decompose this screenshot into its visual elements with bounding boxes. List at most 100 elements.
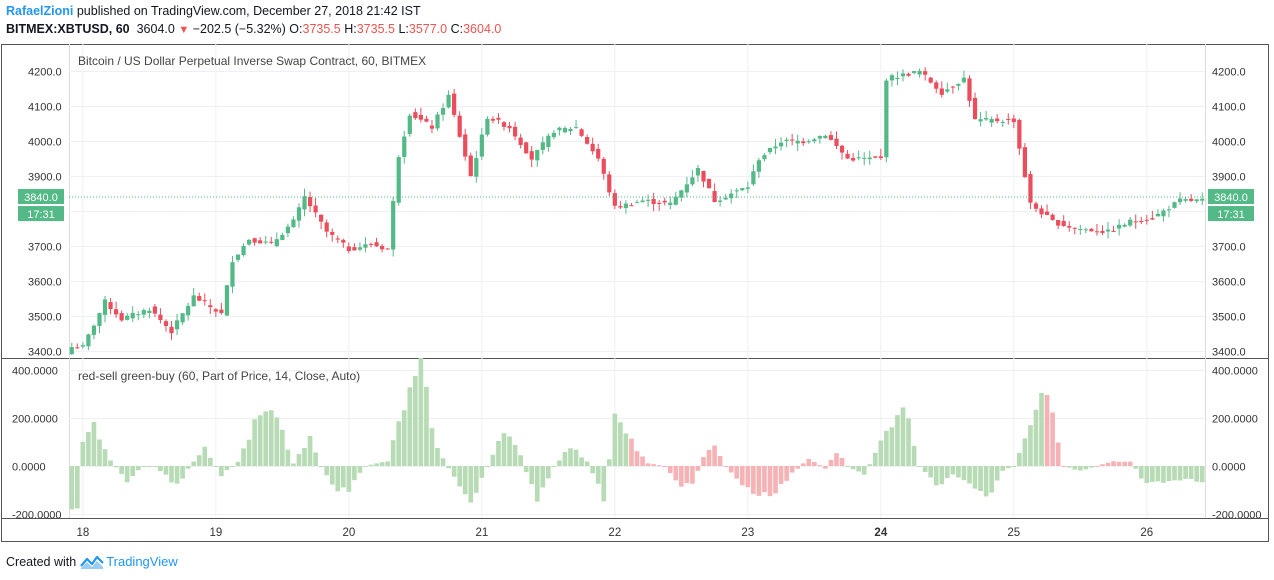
candle-body xyxy=(319,214,324,222)
candle-body xyxy=(579,129,584,136)
candle-body xyxy=(130,312,135,319)
histogram-bar xyxy=(640,456,645,466)
histogram-bar xyxy=(562,451,568,466)
histogram-bar xyxy=(884,430,889,466)
histogram-bar xyxy=(573,449,579,466)
candle-body xyxy=(790,139,795,141)
candle-body xyxy=(1111,230,1116,232)
histogram-bar xyxy=(529,466,535,485)
candle-body xyxy=(640,200,645,203)
histogram-bar xyxy=(296,454,302,466)
histogram-bar xyxy=(956,466,961,478)
candle-body xyxy=(562,127,568,133)
histogram-bar xyxy=(457,466,463,487)
symbol-label: BITMEX:XBTUSD, 60 xyxy=(6,22,130,36)
candle-body xyxy=(507,125,512,129)
histogram-bar xyxy=(1116,461,1122,466)
histogram-bar xyxy=(274,417,280,466)
candle-body xyxy=(756,160,762,172)
candle-body xyxy=(457,115,462,137)
histogram-bar xyxy=(440,458,446,466)
histogram-bar xyxy=(922,466,928,473)
candle-body xyxy=(767,147,773,153)
histogram-bar xyxy=(390,440,396,466)
candle-body xyxy=(246,239,252,245)
histogram-bar xyxy=(895,415,900,466)
candle-body xyxy=(341,239,346,243)
price-tick-right: 3700.0 xyxy=(1212,242,1246,254)
candle-body xyxy=(723,197,728,200)
histogram-bar xyxy=(784,466,789,481)
histogram-bar xyxy=(496,441,501,466)
candle-body xyxy=(208,305,213,308)
histogram-bar xyxy=(845,466,850,467)
histogram-bar xyxy=(246,439,252,466)
candle-body xyxy=(1067,225,1072,228)
candle-body xyxy=(379,245,385,250)
candle-body xyxy=(884,80,889,158)
candle-body xyxy=(834,138,839,146)
tradingview-link[interactable]: TradingView xyxy=(106,554,178,569)
histogram-bar xyxy=(1138,466,1144,479)
indicator-tick-right: 0.0000 xyxy=(1212,462,1246,474)
histogram-bar xyxy=(202,446,208,466)
close-label: C: xyxy=(450,22,464,36)
candle-body xyxy=(895,77,900,80)
candle-body xyxy=(911,71,917,73)
candle-body xyxy=(956,84,961,86)
indicator-tick-left: 400.0000 xyxy=(12,366,58,378)
histogram-bar xyxy=(213,466,219,467)
histogram-bar xyxy=(191,461,197,466)
candle-body xyxy=(335,238,340,240)
candle-body xyxy=(1083,229,1088,231)
candle-body xyxy=(463,134,468,157)
histogram-bar xyxy=(739,466,745,486)
histogram-bar xyxy=(1199,466,1205,483)
candle-body xyxy=(862,157,867,159)
candle-body xyxy=(485,118,490,135)
histogram-bar xyxy=(667,466,673,474)
histogram-bar xyxy=(534,466,540,502)
histogram-bar xyxy=(318,466,324,467)
ohlc-line: BITMEX:XBTUSD, 60 3604.0 ▼ −202.5 (−5.32… xyxy=(6,22,501,36)
close-value: 3604.0 xyxy=(463,22,502,36)
candle-body xyxy=(346,246,351,251)
histogram-bar xyxy=(1072,466,1078,470)
author-name[interactable]: RafaelZioni xyxy=(6,4,74,18)
histogram-bar xyxy=(967,466,972,484)
histogram-bar xyxy=(285,449,291,466)
histogram-bar xyxy=(313,452,318,466)
candle-body xyxy=(424,118,429,122)
candle-body xyxy=(917,70,922,75)
histogram-bar xyxy=(762,466,767,493)
low-label: L: xyxy=(398,22,409,36)
candle-body xyxy=(557,127,562,131)
candle-body xyxy=(374,242,379,247)
histogram-bar xyxy=(540,466,546,488)
candle-body xyxy=(396,157,401,203)
candle-body xyxy=(585,137,590,144)
candle-body xyxy=(125,315,130,320)
candle-body xyxy=(607,174,612,193)
histogram-bar xyxy=(74,466,80,509)
candle-body xyxy=(1089,229,1094,232)
histogram-bar xyxy=(1166,466,1172,482)
histogram-bar xyxy=(379,462,385,466)
price-tick-left: 3400.0 xyxy=(28,347,62,359)
price-chart-title: Bitcoin / US Dollar Perpetual Inverse Sw… xyxy=(78,54,426,68)
histogram-bar xyxy=(130,466,136,477)
candle-body xyxy=(1122,224,1127,227)
histogram-bar xyxy=(1183,466,1188,479)
candle-body xyxy=(651,198,656,204)
histogram-bar xyxy=(579,457,584,466)
candle-body xyxy=(928,77,933,83)
histogram-bar xyxy=(1094,466,1100,467)
candle-body xyxy=(695,168,701,176)
candle-body xyxy=(1017,119,1022,149)
histogram-bar xyxy=(944,466,950,478)
indicator-tick-left: -200.0000 xyxy=(12,510,62,522)
histogram-bar xyxy=(1011,466,1017,467)
histogram-bar xyxy=(257,415,263,466)
candle-body xyxy=(512,126,518,137)
